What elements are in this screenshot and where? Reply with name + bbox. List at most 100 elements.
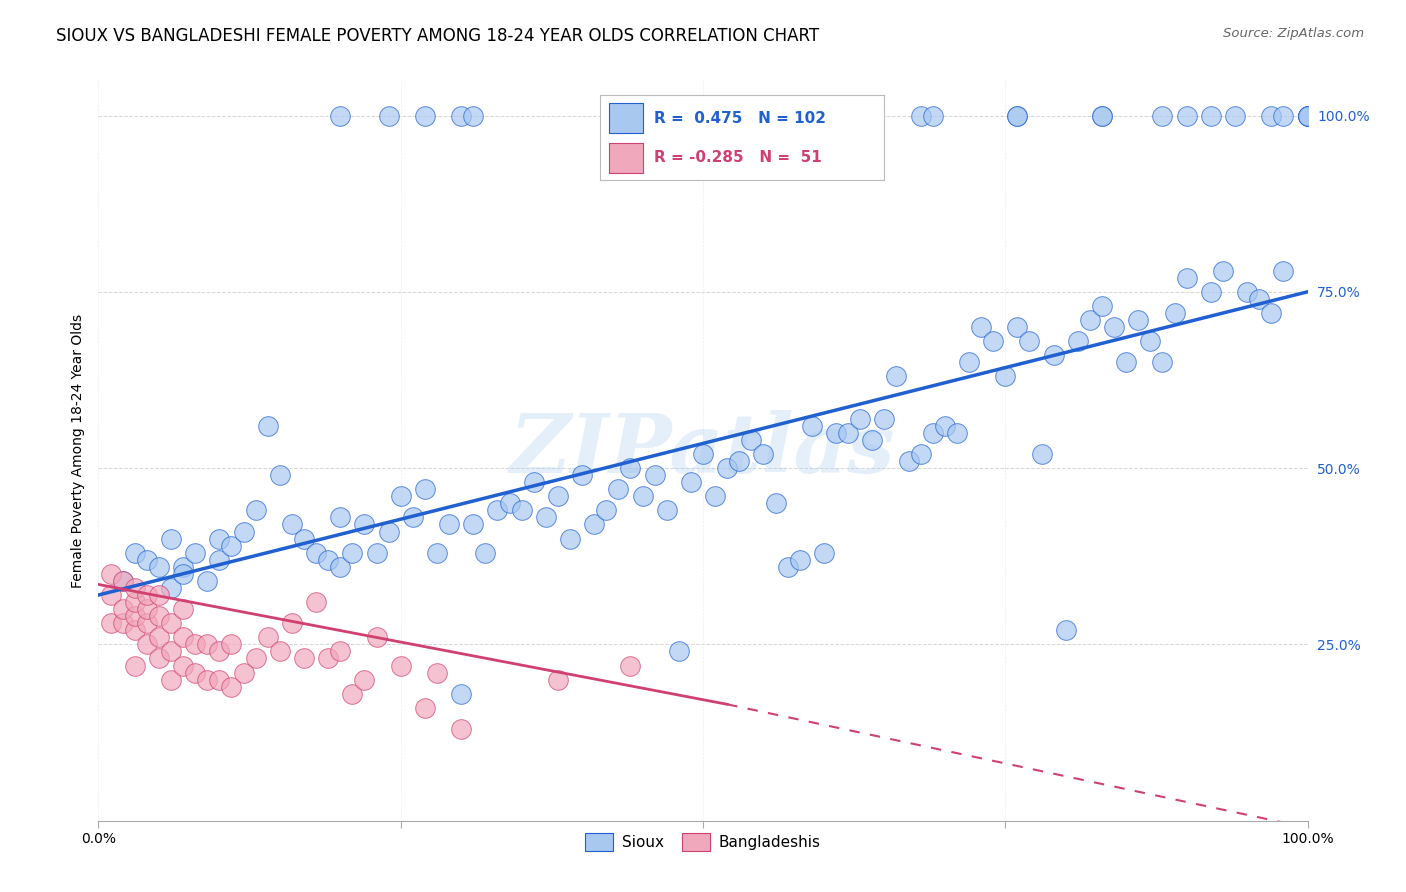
Point	[450, 722, 472, 736]
Point	[172, 559, 194, 574]
Point	[305, 546, 328, 560]
Point	[329, 510, 352, 524]
Point	[135, 637, 157, 651]
Point	[160, 673, 183, 687]
Point	[644, 468, 666, 483]
Point	[450, 687, 472, 701]
Point	[100, 616, 122, 631]
Point	[728, 454, 751, 468]
Point	[135, 588, 157, 602]
Point	[1296, 109, 1319, 123]
Point	[619, 658, 641, 673]
Point	[1199, 285, 1222, 299]
Point	[184, 637, 207, 651]
Point	[1054, 624, 1077, 638]
Point	[172, 602, 194, 616]
Point	[195, 574, 218, 588]
Point	[124, 546, 146, 560]
Point	[1223, 109, 1246, 123]
Point	[1007, 109, 1029, 123]
Point	[1007, 320, 1029, 334]
Point	[111, 616, 134, 631]
Point	[329, 644, 352, 658]
Point	[256, 630, 278, 644]
Point	[1091, 109, 1114, 123]
Point	[160, 532, 183, 546]
Point	[292, 532, 315, 546]
Point	[1067, 334, 1090, 348]
Point	[1296, 109, 1319, 123]
Text: SIOUX VS BANGLADESHI FEMALE POVERTY AMONG 18-24 YEAR OLDS CORRELATION CHART: SIOUX VS BANGLADESHI FEMALE POVERTY AMON…	[56, 27, 820, 45]
Point	[426, 546, 449, 560]
Point	[269, 644, 291, 658]
Point	[413, 701, 436, 715]
Point	[813, 546, 835, 560]
Point	[184, 665, 207, 680]
Point	[704, 489, 727, 503]
Point	[1007, 109, 1029, 123]
Point	[607, 482, 630, 496]
Point	[1018, 334, 1040, 348]
Text: Source: ZipAtlas.com: Source: ZipAtlas.com	[1223, 27, 1364, 40]
Point	[111, 574, 134, 588]
Point	[1272, 109, 1295, 123]
Point	[558, 532, 581, 546]
Point	[148, 651, 170, 665]
Point	[135, 616, 157, 631]
Point	[463, 517, 485, 532]
Point	[921, 425, 943, 440]
Point	[631, 489, 654, 503]
Point	[1236, 285, 1258, 299]
Point	[195, 673, 218, 687]
Point	[1078, 313, 1101, 327]
Point	[172, 630, 194, 644]
Point	[413, 482, 436, 496]
Point	[510, 503, 533, 517]
Point	[135, 602, 157, 616]
Point	[1139, 334, 1161, 348]
Point	[849, 411, 872, 425]
Point	[595, 503, 617, 517]
Point	[825, 425, 848, 440]
Point	[329, 109, 352, 123]
Y-axis label: Female Poverty Among 18-24 Year Olds: Female Poverty Among 18-24 Year Olds	[70, 313, 84, 588]
Point	[269, 468, 291, 483]
Point	[934, 418, 956, 433]
Point	[1296, 109, 1319, 123]
Point	[921, 109, 943, 123]
Point	[946, 425, 969, 440]
Point	[534, 510, 557, 524]
Point	[281, 517, 304, 532]
Point	[1152, 355, 1174, 369]
Point	[353, 517, 375, 532]
Point	[692, 447, 714, 461]
Point	[1163, 306, 1185, 320]
Point	[740, 433, 762, 447]
Point	[897, 454, 920, 468]
Point	[886, 369, 908, 384]
Point	[100, 588, 122, 602]
Point	[437, 517, 460, 532]
Point	[1199, 109, 1222, 123]
Point	[160, 616, 183, 631]
Point	[679, 475, 702, 490]
Point	[232, 524, 254, 539]
Point	[148, 609, 170, 624]
Point	[221, 637, 243, 651]
Point	[1249, 292, 1271, 306]
Point	[124, 658, 146, 673]
Point	[1091, 299, 1114, 313]
Point	[353, 673, 375, 687]
Point	[619, 461, 641, 475]
Point	[208, 644, 231, 658]
Point	[184, 546, 207, 560]
Point	[366, 546, 388, 560]
Point	[160, 644, 183, 658]
Point	[486, 503, 509, 517]
Point	[1091, 109, 1114, 123]
Point	[571, 468, 593, 483]
Point	[124, 581, 146, 595]
Point	[208, 553, 231, 567]
Point	[957, 355, 980, 369]
Point	[172, 566, 194, 581]
